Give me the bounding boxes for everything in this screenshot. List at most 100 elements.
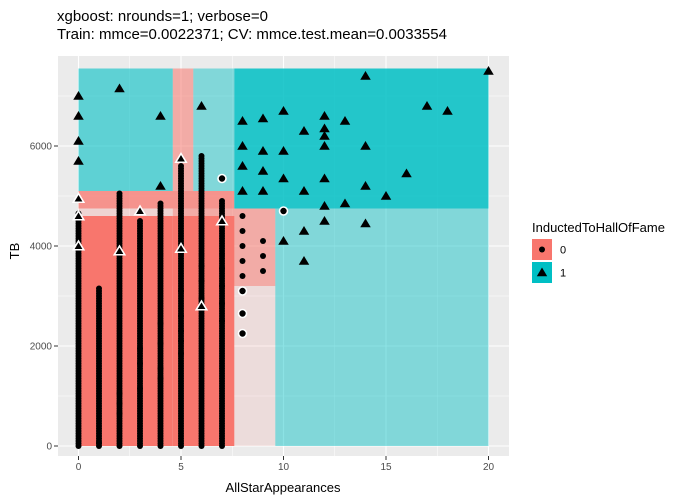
legend-title: InductedToHallOfFame [532, 220, 665, 235]
data-point-class1 [71, 239, 86, 251]
x-tick-label: 10 [278, 462, 290, 473]
data-point-class0 [237, 308, 248, 319]
legend-symbol [539, 246, 545, 253]
data-point-class0 [116, 400, 123, 407]
data-point-class1 [73, 91, 84, 100]
data-point-class1 [442, 106, 453, 115]
legend-label: 1 [560, 268, 566, 280]
x-tick-label: 0 [76, 462, 82, 473]
y-tick-label: 2000 [30, 342, 53, 353]
data-point-class0 [116, 390, 123, 397]
legend-symbol [536, 267, 548, 277]
data-point-class1 [196, 101, 207, 110]
data-point-class0 [239, 228, 246, 234]
data-point-class1 [237, 116, 248, 125]
data-point-class1 [298, 256, 310, 265]
data-point-class1 [194, 299, 209, 311]
x-tick-label: 15 [380, 462, 392, 473]
data-point-class1 [278, 146, 289, 155]
data-point-class1 [174, 241, 188, 254]
data-point-class0 [260, 238, 266, 244]
data-point-class0 [239, 258, 246, 264]
data-point-class0 [157, 340, 164, 347]
data-point-class0 [137, 345, 143, 352]
data-point-class1 [278, 106, 289, 115]
y-axis-title: TB [7, 243, 22, 260]
decision-region [234, 68, 489, 209]
data-point-class1 [319, 123, 330, 133]
data-point-class1 [71, 209, 86, 221]
data-point-class1 [112, 244, 127, 256]
x-tick-label: 5 [178, 462, 184, 473]
data-point-class0 [157, 365, 164, 372]
data-point-class1 [73, 156, 84, 165]
y-axis: 0 2000 4000 6000 [30, 142, 58, 453]
decision-region [78, 68, 173, 191]
data-point-class0 [219, 318, 225, 324]
data-point-class1 [319, 111, 330, 120]
data-point-class0 [116, 190, 123, 197]
data-point-class1 [339, 116, 351, 125]
data-point-class1 [421, 101, 433, 110]
data-point-class0 [137, 360, 143, 367]
data-point-class1 [257, 166, 269, 175]
data-point-class0 [157, 375, 164, 382]
data-point-class1 [483, 66, 494, 75]
data-point-class0 [157, 200, 164, 207]
data-point-class1 [380, 191, 392, 200]
data-point-class0 [219, 283, 225, 289]
data-point-class0 [137, 385, 143, 392]
data-point-class0 [178, 338, 184, 344]
data-point-class1 [360, 141, 371, 150]
data-point-class0 [116, 410, 123, 417]
data-points [71, 66, 494, 449]
data-point-class0 [237, 286, 248, 296]
data-point-class1 [401, 168, 412, 178]
data-point-class1 [319, 131, 330, 140]
data-point-class1 [155, 181, 166, 190]
y-tick-label: 6000 [30, 142, 53, 153]
data-point-class1 [319, 216, 330, 225]
data-point-class1 [278, 236, 289, 245]
data-point-class1 [237, 186, 248, 195]
data-point-class1 [73, 136, 84, 145]
data-point-class1 [319, 141, 330, 150]
data-point-class0 [237, 328, 248, 339]
data-point-class1 [237, 161, 248, 170]
data-point-class1 [319, 173, 330, 183]
y-tick-label: 0 [46, 442, 52, 453]
legend: InductedToHallOfFame 0 1 [532, 220, 665, 283]
legend-label: 0 [560, 245, 566, 257]
data-point-class1 [73, 111, 84, 120]
decision-region [78, 216, 173, 446]
data-point-class0 [178, 350, 184, 357]
data-point-class1 [257, 186, 269, 195]
y-tick-label: 4000 [30, 242, 53, 253]
data-point-class1 [215, 214, 229, 226]
data-point-class1 [237, 141, 248, 150]
decision-region [275, 208, 489, 446]
data-point-class0 [178, 313, 184, 319]
data-point-class0 [178, 163, 184, 169]
data-point-class0 [260, 253, 266, 259]
data-point-class0 [219, 265, 225, 272]
data-point-class1 [278, 173, 289, 183]
data-point-class0 [198, 263, 205, 269]
data-point-class0 [260, 268, 266, 274]
data-point-class0 [198, 153, 205, 159]
data-point-class0 [278, 206, 289, 216]
data-point-class0 [178, 328, 184, 334]
data-point-class1 [319, 201, 330, 210]
data-point-class1 [114, 83, 125, 93]
data-point-class0 [239, 243, 246, 249]
data-point-class1 [174, 151, 188, 164]
data-point-class1 [298, 226, 310, 235]
data-point-class1 [298, 186, 310, 195]
data-point-class1 [257, 146, 269, 155]
data-point-class0 [239, 273, 246, 279]
x-axis: 0 5 10 15 20 [76, 456, 494, 473]
data-point-class0 [157, 320, 164, 327]
data-point-class0 [96, 440, 102, 446]
data-point-class0 [137, 218, 143, 224]
